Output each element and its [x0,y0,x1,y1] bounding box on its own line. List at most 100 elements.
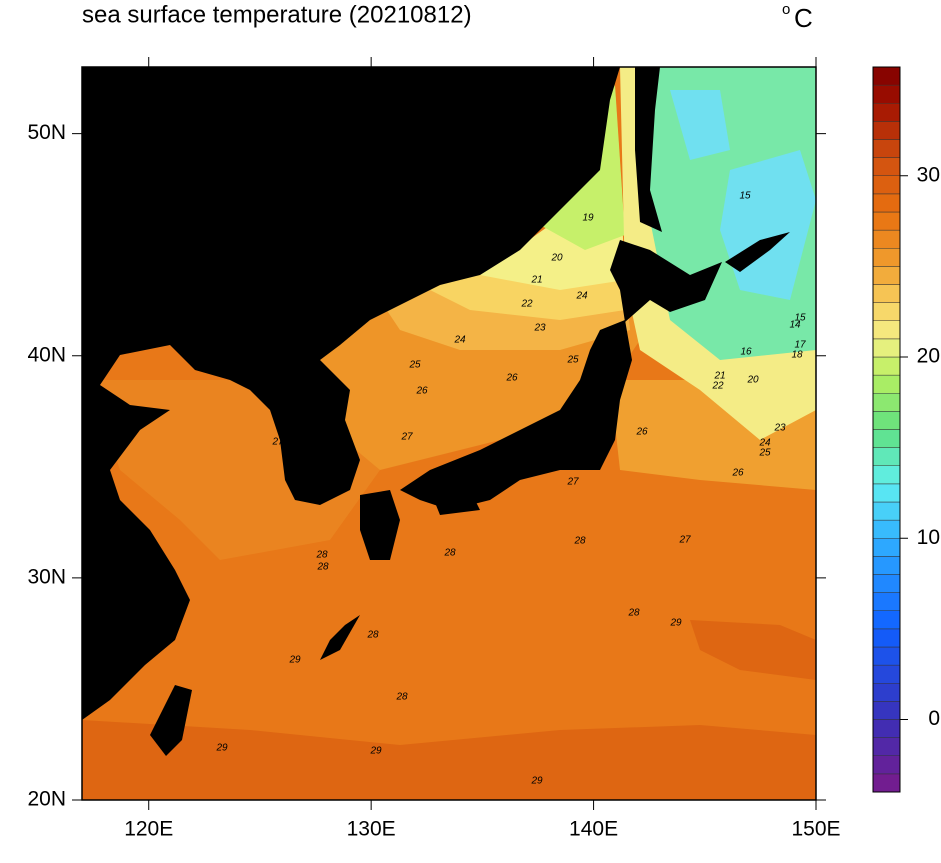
contour-label: 29 [215,743,228,754]
contour-label: 23 [533,323,546,334]
colorbar-box [872,610,901,630]
colorbar-tick-label: 30 [917,163,940,186]
contour-label: 17 [794,340,806,351]
contour-label: 20 [550,253,563,264]
contour-label: 18 [791,350,803,361]
lat-tick-label: 50N [27,121,66,144]
contour-label: 26 [318,444,331,455]
sst-field [82,67,816,800]
colorbar-box [872,646,901,666]
colorbar-box [872,755,901,775]
contour-label: 28 [627,608,640,619]
colorbar-box [872,519,901,539]
contour-label: 24 [575,291,588,302]
colorbar-box [872,574,901,593]
land-ryukyu [320,615,360,660]
contour-label: 27 [678,535,691,546]
contour-label: 29 [369,746,382,757]
colorbar-box [872,356,901,376]
colorbar-box [872,429,901,448]
contour-label: 26 [731,468,744,479]
contour-label: 15 [739,191,751,202]
map-frame [81,66,817,801]
contour-label: 24 [758,438,771,449]
contour-label: 29 [288,655,301,666]
contour-label: 27 [566,477,579,488]
lat-tick-label: 30N [27,565,66,588]
colorbar-box [872,719,901,738]
land-sakhalin [635,67,662,232]
colorbar-box [872,338,901,358]
colorbar-box [872,483,901,503]
colorbar-box [872,266,901,285]
contour-label: 24 [453,335,466,346]
contour-label: 28 [316,562,329,573]
land-taiwan [150,685,192,756]
contour-label: 26 [635,427,648,438]
contour-label: 22 [520,299,533,310]
ocean-29 [82,720,816,800]
contour-label: 20 [746,375,759,386]
colorbar-box [872,773,901,793]
unit-superscript: o [782,1,790,18]
unit: C [794,3,813,33]
contour-label: 28 [443,548,456,559]
colorbar-box [872,139,901,158]
colorbar-box [872,229,901,249]
colorbar-tick-label: 20 [917,345,940,368]
title: sea surface temperature (20210812) [82,1,472,28]
contour-label: 28 [573,536,586,547]
land-kurils [725,232,790,272]
contour-label: 14 [789,320,801,331]
contour-label: 28 [395,692,408,703]
ocean-29 [690,620,816,680]
land-honshu [400,320,632,510]
contour-label: 27 [400,432,413,443]
lon-tick-label: 130E [347,818,396,841]
colorbar-box [872,701,901,720]
contour-label: 26 [505,373,518,384]
contour-label: 25 [408,360,421,371]
land-hokkaido [610,240,722,322]
lon-tick-label: 150E [791,818,840,841]
lat-tick-label: 20N [27,788,66,811]
colorbar-tick-label: 10 [917,526,940,549]
colorbar: 0 10 20 30 [872,66,940,793]
colorbar-box [872,683,901,702]
contour-label: 28 [315,550,328,561]
colorbar-box [872,284,901,303]
contour-label: 23 [773,423,786,434]
contour-label: 27 [271,437,284,448]
contour-label: 29 [530,776,543,787]
land-shikoku [430,490,480,515]
colorbar-box [872,411,901,430]
colorbar-box [872,538,901,557]
colorbar-tick-label: 0 [928,707,940,730]
colorbar-box [872,121,901,140]
contour-label: 29 [669,618,682,629]
colorbar-box [872,320,901,340]
colorbar-box [872,393,901,412]
contour-label: 25 [566,355,579,366]
lon-tick-label: 140E [569,818,618,841]
contour-label: 21 [530,275,542,286]
colorbar-box [872,501,901,521]
colorbar-box [872,556,901,575]
contour-label: 22 [711,381,724,392]
colorbar-box [872,447,901,466]
lat-tick-label: 40N [27,343,66,366]
colorbar-box [872,664,901,684]
ocean-13 [670,90,816,300]
colorbar-box [872,465,901,485]
colorbar-box [872,248,901,267]
colorbar-box [872,66,901,86]
colorbar-box [872,103,901,122]
contour-label: 19 [582,213,594,224]
contour-label: 25 [758,448,771,459]
colorbar-frame [872,66,901,793]
colorbar-box [872,157,901,176]
colorbar-box [872,193,901,213]
contour-label: 16 [740,347,752,358]
colorbar-box [872,592,901,611]
